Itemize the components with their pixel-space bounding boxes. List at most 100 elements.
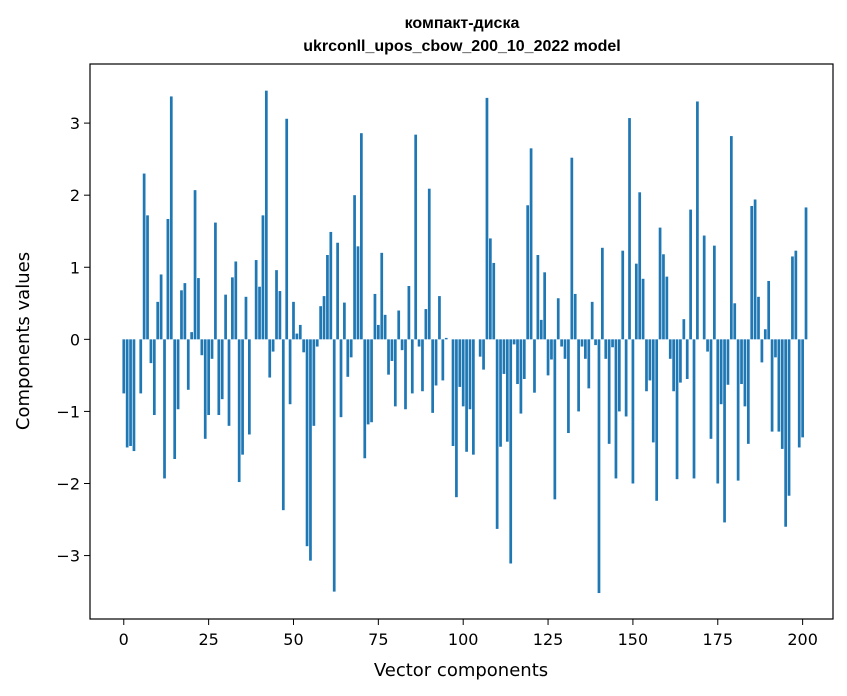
bar bbox=[353, 195, 356, 340]
bar bbox=[753, 199, 757, 340]
bar bbox=[702, 235, 706, 340]
bar bbox=[485, 97, 489, 340]
bar bbox=[312, 339, 316, 426]
bar bbox=[577, 339, 580, 412]
x-axis-ticks: 0 25 50 75 100 125 150 175 200 bbox=[119, 619, 818, 649]
bar bbox=[224, 294, 227, 340]
bar bbox=[563, 339, 567, 359]
bar bbox=[142, 173, 146, 340]
bar bbox=[682, 319, 686, 340]
bar bbox=[346, 339, 350, 377]
bar bbox=[706, 339, 709, 352]
bar bbox=[631, 339, 635, 484]
bar bbox=[458, 339, 462, 387]
bar bbox=[536, 255, 540, 340]
bar bbox=[421, 339, 424, 392]
bar bbox=[193, 190, 197, 340]
bar bbox=[743, 339, 747, 407]
bar bbox=[410, 339, 414, 394]
bar bbox=[726, 339, 730, 385]
bar bbox=[522, 339, 526, 379]
x-tick-label: 25 bbox=[198, 630, 218, 649]
bar bbox=[692, 339, 696, 479]
bar bbox=[254, 260, 258, 340]
bar bbox=[689, 209, 692, 340]
bar bbox=[227, 339, 231, 426]
bar bbox=[780, 339, 784, 449]
bar bbox=[261, 215, 265, 340]
bar bbox=[679, 339, 682, 383]
bar bbox=[363, 339, 367, 459]
bar bbox=[281, 339, 285, 511]
bar bbox=[298, 324, 302, 340]
bar bbox=[624, 339, 628, 417]
bar bbox=[258, 286, 261, 340]
bar bbox=[804, 207, 808, 340]
bar bbox=[163, 339, 166, 479]
bar bbox=[366, 339, 370, 425]
x-tick-label: 150 bbox=[618, 630, 649, 649]
bar bbox=[594, 339, 597, 346]
bar bbox=[214, 222, 217, 340]
bar bbox=[492, 262, 496, 340]
bar bbox=[376, 324, 380, 340]
bar bbox=[275, 270, 278, 340]
bar bbox=[763, 329, 767, 340]
bar bbox=[801, 339, 804, 438]
bar bbox=[125, 339, 129, 448]
bar bbox=[427, 188, 431, 340]
bar bbox=[173, 339, 177, 459]
bar bbox=[393, 339, 397, 407]
bar bbox=[634, 263, 638, 340]
bar bbox=[641, 278, 645, 340]
bar bbox=[444, 337, 448, 340]
bar bbox=[729, 136, 733, 340]
bar bbox=[315, 339, 319, 347]
bar bbox=[387, 339, 390, 375]
bar bbox=[441, 339, 445, 381]
bar bbox=[655, 339, 659, 501]
bar bbox=[546, 339, 550, 376]
bar bbox=[285, 118, 289, 340]
bar bbox=[139, 339, 143, 394]
x-tick-label: 200 bbox=[787, 630, 818, 649]
bar bbox=[736, 339, 740, 481]
bar bbox=[794, 250, 798, 340]
bar bbox=[509, 339, 513, 564]
bar bbox=[601, 247, 604, 340]
bar bbox=[760, 339, 764, 363]
x-tick-label: 0 bbox=[119, 630, 129, 649]
bar bbox=[309, 339, 312, 561]
bar bbox=[248, 339, 251, 435]
x-tick-label: 175 bbox=[702, 630, 733, 649]
bar bbox=[495, 339, 499, 529]
bar bbox=[400, 339, 404, 351]
bar bbox=[132, 339, 136, 452]
bar bbox=[560, 339, 563, 347]
bar bbox=[757, 296, 760, 340]
bar bbox=[567, 339, 570, 434]
bar bbox=[502, 339, 506, 374]
bar bbox=[231, 277, 234, 340]
bar bbox=[329, 231, 333, 340]
bar bbox=[180, 290, 183, 340]
x-axis-label: Vector components bbox=[374, 660, 548, 681]
bar bbox=[271, 339, 275, 352]
bar bbox=[203, 339, 207, 439]
bar bbox=[638, 192, 642, 340]
bar bbox=[407, 286, 411, 340]
bar bbox=[648, 339, 652, 381]
y-tick-label: 0 bbox=[70, 330, 80, 349]
bar bbox=[424, 309, 428, 340]
y-tick-label: −3 bbox=[56, 547, 80, 566]
bar bbox=[553, 339, 557, 500]
bar bbox=[332, 339, 336, 592]
bar bbox=[550, 339, 553, 360]
bar bbox=[234, 261, 238, 340]
bar bbox=[349, 339, 353, 358]
bar bbox=[288, 339, 292, 405]
bar bbox=[129, 339, 132, 447]
bar bbox=[356, 246, 360, 340]
bar bbox=[343, 302, 346, 340]
bar bbox=[716, 339, 720, 484]
